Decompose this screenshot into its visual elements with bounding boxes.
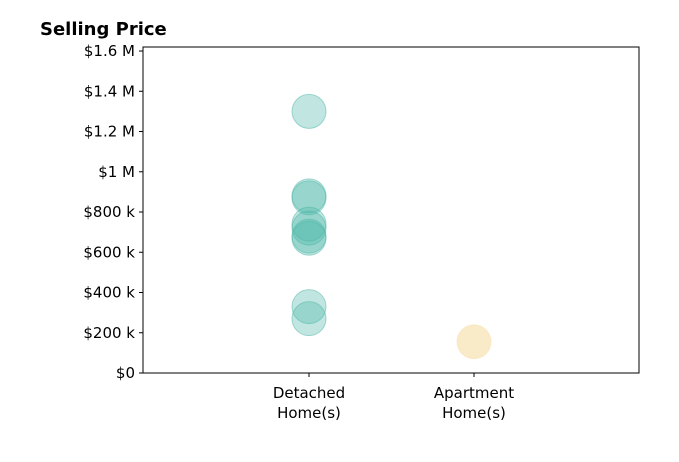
data-point [456,324,492,360]
x-tick-label: Home(s) [277,404,341,422]
y-axis: $0 $200 k $400 k $600 k $800 k $1 M $1.2 M $1.4… [83,42,143,382]
y-tick-label: $600 k [83,243,135,261]
y-tick-label: $1.6 M [84,42,135,60]
x-tick-label: Home(s) [442,404,506,422]
y-tick-label: $200 k [83,324,135,342]
y-tick-label: $1.4 M [84,82,135,100]
data-point [291,93,327,129]
y-tick-label: $1 M [98,163,135,181]
x-tick-label: Apartment [434,384,514,402]
y-tick-label: $400 k [83,284,135,302]
y-tick-label: $800 k [83,203,135,221]
data-points [291,93,492,360]
chart-title: Selling Price [40,19,167,40]
x-axis: Detached Home(s) Apartment Home(s) [273,373,514,422]
y-tick-label: $1.2 M [84,123,135,141]
data-point [291,220,327,256]
x-tick-label: Detached [273,384,345,402]
data-point [291,301,327,337]
plot-frame [142,46,640,374]
data-point [291,289,327,325]
y-tick-label: $0 [116,364,135,382]
data-point [291,180,327,216]
data-point [291,210,327,246]
